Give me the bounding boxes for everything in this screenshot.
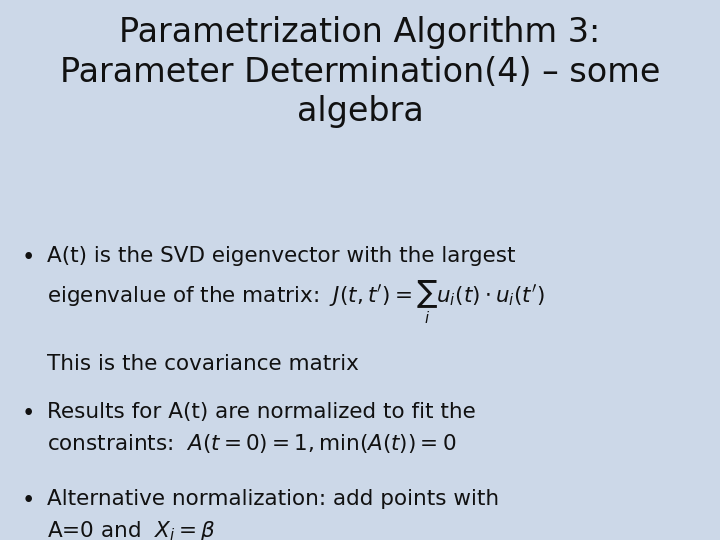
Text: This is the covariance matrix: This is the covariance matrix: [47, 354, 359, 374]
Text: •: •: [22, 246, 35, 269]
Text: Parametrization Algorithm 3:
Parameter Determination(4) – some
algebra: Parametrization Algorithm 3: Parameter D…: [60, 16, 660, 128]
Text: Results for A(t) are normalized to fit the
constraints:  $A(t=0)=1, \min(A(t))=0: Results for A(t) are normalized to fit t…: [47, 402, 475, 455]
Text: Alternative normalization: add points with
A=0 and  $X_i = \beta$: Alternative normalization: add points wi…: [47, 489, 499, 540]
Text: •: •: [22, 402, 35, 426]
Text: A(t) is the SVD eigenvector with the largest
eigenvalue of the matrix:  $J(t,t'): A(t) is the SVD eigenvector with the lar…: [47, 246, 545, 326]
Text: •: •: [22, 489, 35, 512]
